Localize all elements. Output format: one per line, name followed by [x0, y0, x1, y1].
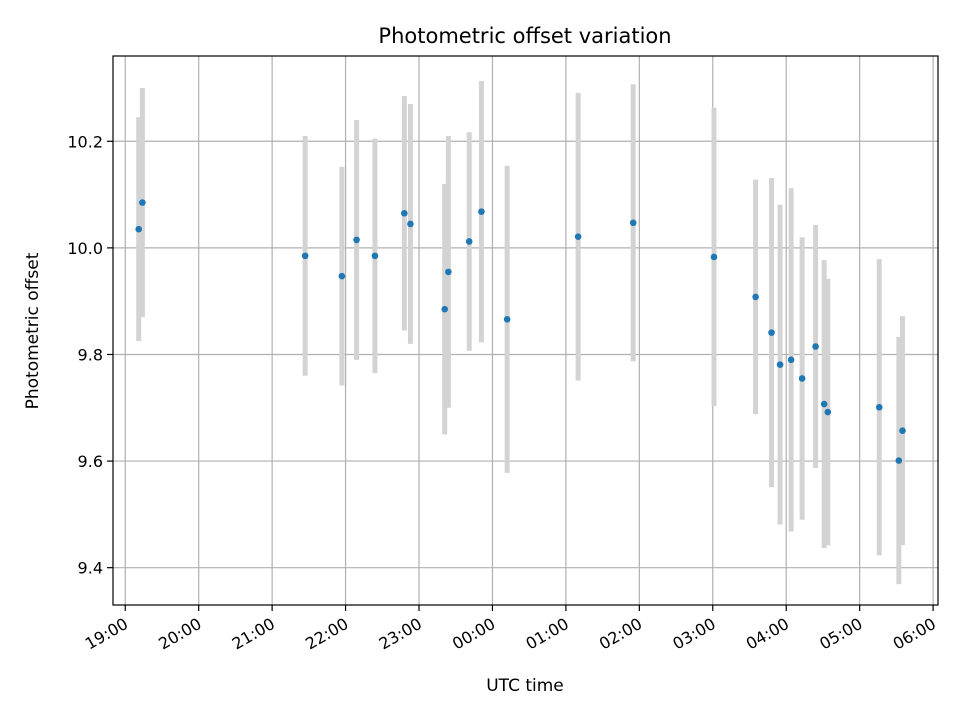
- data-point: [629, 219, 637, 227]
- plot-area-frame: [112, 55, 939, 606]
- x-tick-label: 05:00: [816, 614, 865, 654]
- data-point: [820, 400, 828, 408]
- y-tick-label: 9.4: [78, 559, 103, 578]
- data-point: [401, 209, 408, 217]
- data-point: [895, 457, 903, 464]
- x-tick-label: 20:00: [155, 614, 204, 654]
- chart-title: Photometric offset variation: [378, 24, 671, 48]
- data-point: [478, 208, 485, 215]
- data-point: [787, 356, 795, 364]
- y-tick-label: 10.2: [67, 132, 103, 151]
- error-bars: [136, 81, 906, 585]
- x-tick-label: 23:00: [376, 614, 425, 654]
- data-point: [139, 199, 146, 206]
- y-axis-ticks: 9.4 9.6 9.8 10.0 10.2: [67, 132, 113, 578]
- data-point: [812, 343, 819, 350]
- y-axis-title: Photometric offset: [23, 252, 43, 409]
- data-points: [135, 199, 906, 464]
- data-point: [301, 252, 309, 260]
- data-point: [407, 220, 414, 228]
- data-point: [135, 225, 143, 233]
- x-tick-label: 02:00: [596, 614, 645, 654]
- x-tick-label: 00:00: [449, 614, 498, 654]
- data-point: [465, 238, 473, 245]
- data-point: [710, 253, 718, 261]
- x-tick-label: 04:00: [743, 614, 792, 654]
- data-point: [441, 305, 449, 313]
- data-point: [338, 272, 346, 280]
- x-tick-label: 22:00: [302, 614, 351, 654]
- data-point: [371, 252, 379, 260]
- x-axis-title: UTC time: [486, 676, 564, 696]
- data-point: [798, 375, 806, 382]
- y-tick-label: 9.8: [78, 345, 103, 364]
- data-point: [899, 427, 906, 435]
- data-point: [503, 316, 511, 323]
- x-tick-label: 06:00: [890, 614, 939, 654]
- y-tick-label: 9.6: [78, 452, 103, 471]
- y-tick-label: 10.0: [67, 239, 103, 258]
- data-point: [768, 329, 775, 336]
- data-point: [752, 293, 759, 301]
- data-point: [776, 361, 784, 368]
- data-point: [574, 233, 582, 240]
- x-axis-ticks: 19:00 20:00 21:00 22:00 23:00 00:00 01:00 02:00…: [82, 605, 939, 654]
- x-tick-label: 03:00: [669, 614, 718, 654]
- data-point: [824, 408, 832, 416]
- data-point: [875, 403, 883, 411]
- x-tick-label: 21:00: [229, 614, 278, 654]
- x-tick-label: 01:00: [522, 614, 571, 654]
- x-tick-label: 19:00: [82, 614, 131, 654]
- data-point: [445, 268, 452, 276]
- data-point: [353, 236, 360, 244]
